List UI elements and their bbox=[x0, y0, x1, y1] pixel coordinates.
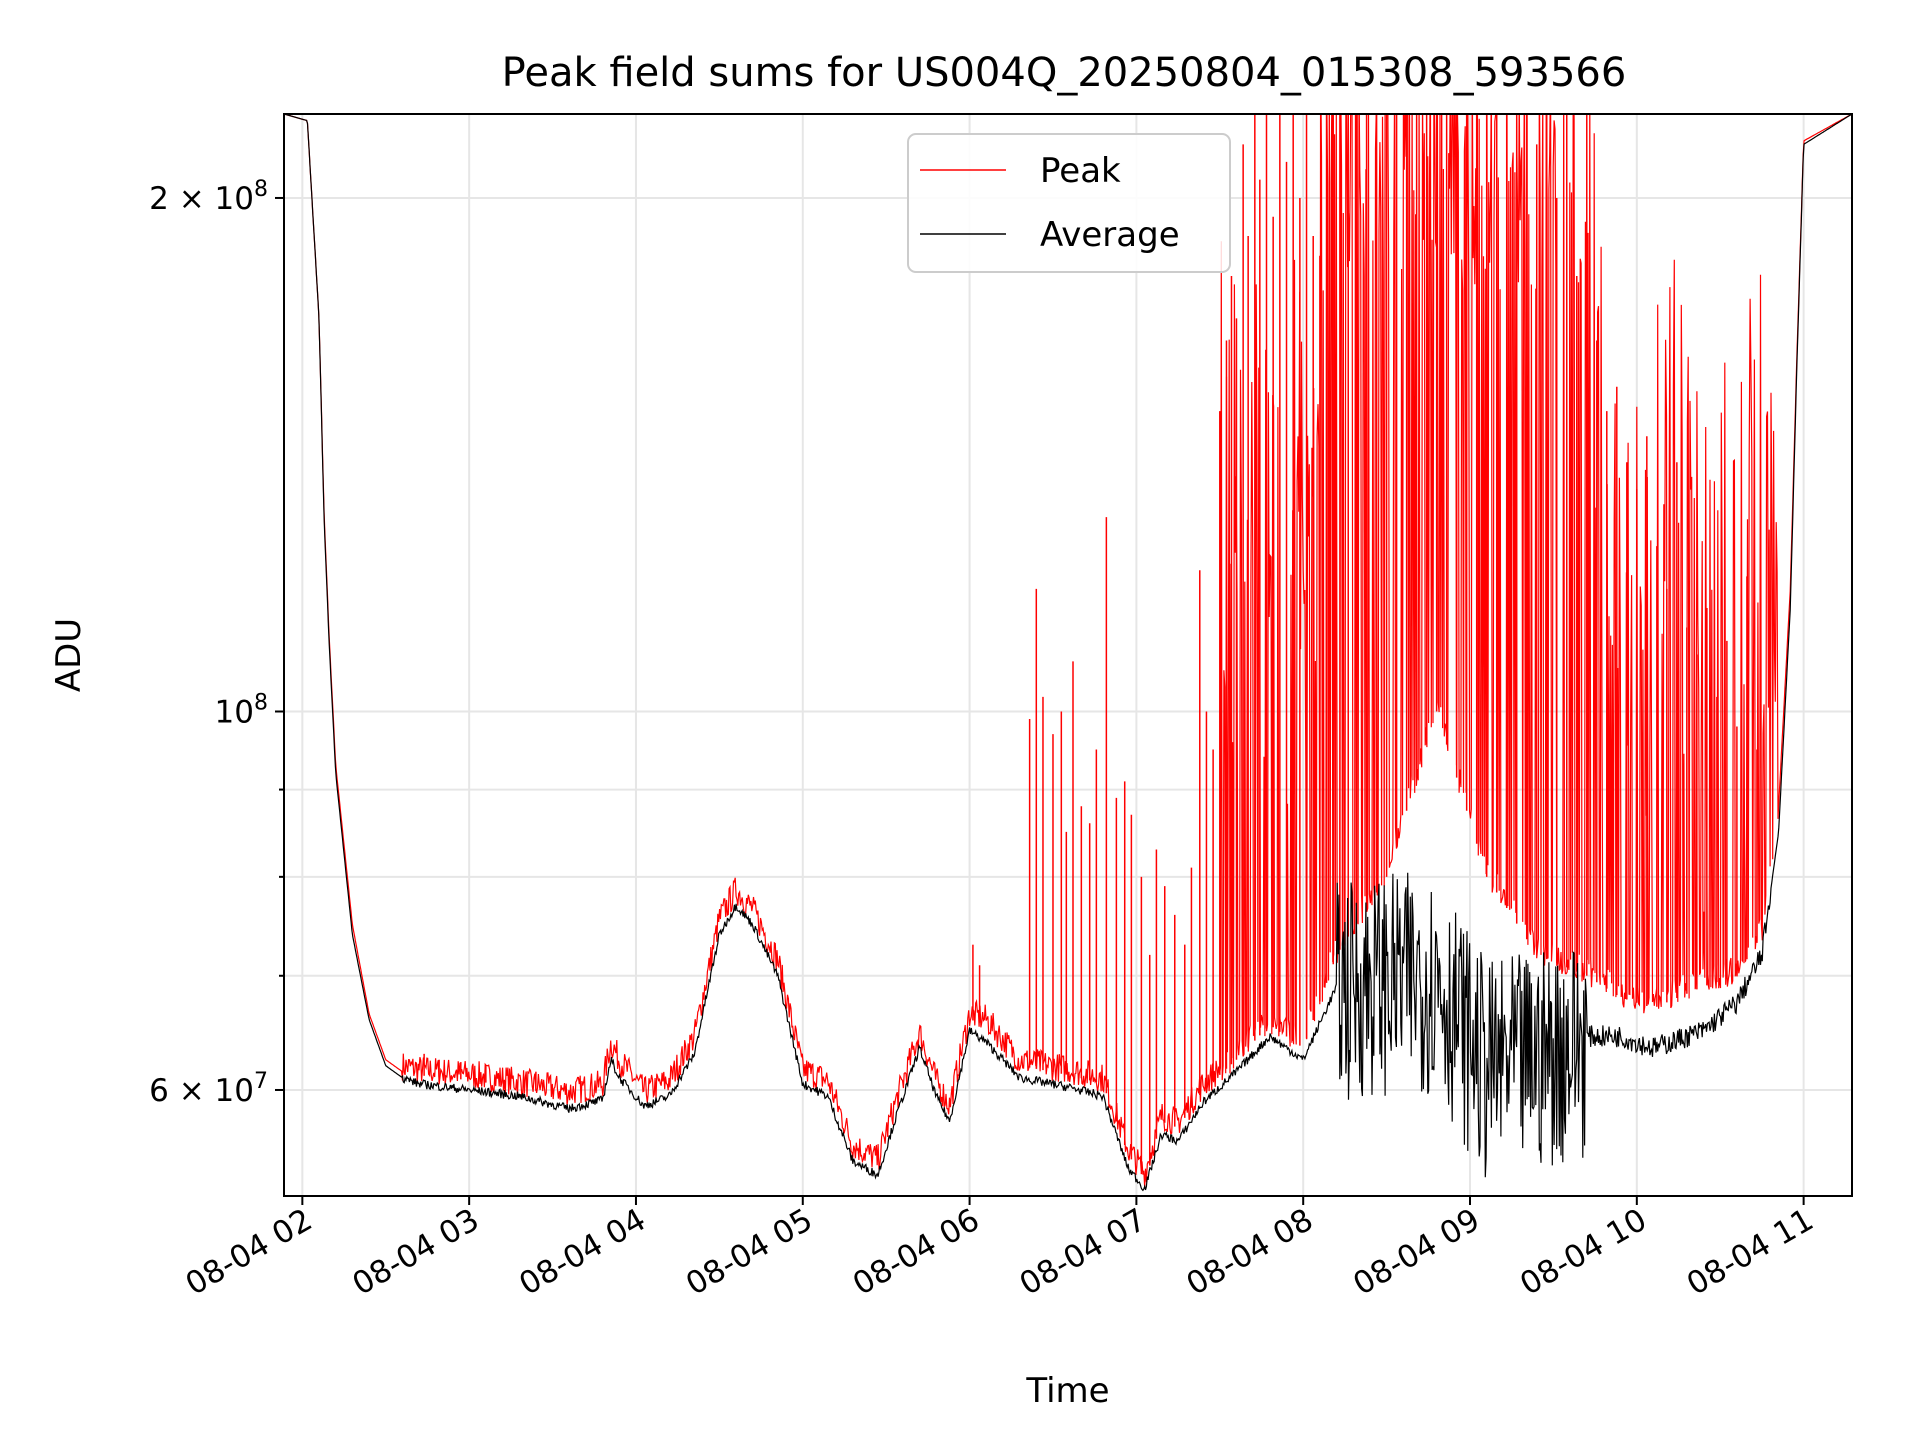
series-average-line bbox=[284, 114, 1852, 1192]
y-tick-label-0: 6 × 107 bbox=[149, 1069, 268, 1109]
y-tick-label-1: 108 bbox=[215, 691, 268, 731]
y-tick-label-2: 2 × 108 bbox=[149, 177, 268, 217]
grid bbox=[284, 114, 1852, 1196]
chart-title: Peak field sums for US004Q_20250804_0153… bbox=[502, 50, 1627, 96]
series-peak-line bbox=[284, 114, 1852, 1188]
legend: Peak Average bbox=[907, 133, 1231, 273]
plot-area bbox=[284, 114, 1852, 1192]
legend-label-average: Average bbox=[1040, 215, 1180, 255]
legend-label-peak: Peak bbox=[1040, 151, 1121, 191]
legend-box bbox=[907, 133, 1231, 273]
axes-frame bbox=[283, 113, 1853, 1197]
y-axis: 6 × 107 108 2 × 108 bbox=[149, 177, 284, 1109]
plot-clip-group bbox=[284, 114, 1852, 1192]
x-axis-label: Time bbox=[1025, 1371, 1109, 1411]
y-axis-label: ADU bbox=[49, 618, 89, 692]
